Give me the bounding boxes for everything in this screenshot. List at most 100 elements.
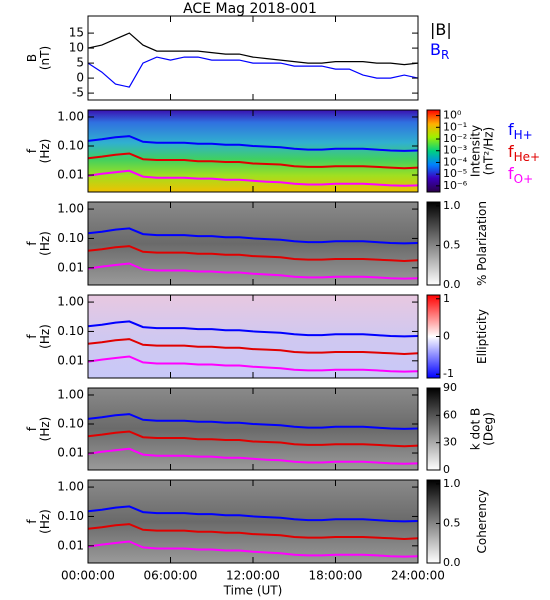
y-axis-label-line: f	[25, 426, 39, 431]
y-axis-label-line: f	[25, 148, 39, 153]
legend-entry: fHe+	[508, 142, 540, 164]
colorbar-tick-label: 10⁻²	[443, 132, 467, 145]
y-axis-label-line: B	[25, 54, 39, 62]
y-tick-label: 0.01	[57, 538, 84, 552]
colorbar	[426, 479, 441, 564]
y-tick-label: 1.00	[57, 109, 84, 123]
colorbar-tick-label: 10⁻⁶	[443, 179, 468, 192]
x-tick-label: 12:00:00	[226, 569, 280, 583]
legend-name: f	[508, 142, 514, 161]
legend-entry: BR	[430, 40, 449, 62]
y-axis-label-line: (Hz)	[38, 417, 52, 442]
y-tick-label: 1.00	[57, 480, 84, 494]
y-tick-label: 0.01	[57, 353, 84, 367]
y-tick-label: 0.01	[57, 260, 84, 274]
colorbar-tick-label: 10⁻⁴	[443, 155, 468, 168]
colorbar-tick-label: 1	[443, 292, 450, 305]
y-tick-label: 0.01	[57, 168, 84, 182]
series-line	[87, 447, 419, 465]
legend-subscript: He+	[514, 150, 540, 164]
y-axis-label-line: f	[25, 334, 39, 339]
legend-name: |B|	[430, 20, 452, 39]
y-axis-label-line: (nT)	[38, 46, 52, 70]
legend-name: f	[508, 164, 514, 183]
colorbar-label-line: Ellipticity	[475, 309, 489, 364]
colorbar-tick-label: 0.5	[443, 516, 461, 529]
y-axis-label: f(Hz)	[25, 139, 52, 164]
colorbar-tick-label: 10⁻¹	[443, 120, 467, 133]
y-axis-label: f(Hz)	[25, 509, 52, 534]
y-tick-label: 0.10	[57, 231, 84, 245]
colorbar-label-line: Coherency	[475, 489, 489, 553]
colorbar-tick-label: 0	[443, 463, 450, 476]
colorbar-tick-label: 30	[443, 436, 457, 449]
colorbar-tick-label: 10⁰	[443, 109, 462, 122]
y-tick-label: 15	[69, 26, 84, 40]
colorbar-label-line: (Deg)	[481, 412, 495, 446]
colorbar-label-line: Intensity	[468, 125, 482, 177]
colorbar-tick-label: -1	[443, 367, 454, 380]
legend-name: f	[508, 120, 514, 139]
colorbar-tick-label: 90	[443, 381, 457, 394]
colorbar-label: % Polarization	[475, 201, 489, 286]
colorbar-label: k dot B(Deg)	[468, 408, 495, 450]
series-line	[87, 32, 419, 66]
series-line	[87, 152, 419, 170]
series-line	[87, 262, 419, 280]
x-tick-label: 24:00:00	[391, 569, 445, 583]
y-tick-label: -5	[72, 86, 84, 100]
series-line	[87, 540, 419, 558]
colorbar-label-line: % Polarization	[475, 201, 489, 286]
colorbar-tick-label: 0.5	[443, 238, 461, 251]
x-tick-label: 18:00:00	[309, 569, 363, 583]
colorbar-label-line: k dot B	[468, 408, 482, 450]
y-axis-label-line: (Hz)	[38, 139, 52, 164]
legend-entry: fH+	[508, 120, 533, 142]
series-line	[87, 245, 419, 263]
series-line	[87, 135, 419, 152]
series-line	[87, 320, 419, 338]
series-line	[87, 413, 419, 430]
colorbar-tick-label: 0.0	[443, 278, 461, 291]
y-tick-label: 5	[76, 56, 84, 70]
series-line	[87, 430, 419, 448]
y-axis-label: f(Hz)	[25, 324, 52, 349]
y-tick-label: 1.00	[57, 295, 84, 309]
colorbar-tick-label: 0	[443, 330, 450, 343]
y-tick-label: 0.10	[57, 139, 84, 153]
series-line	[87, 56, 419, 88]
legend-subscript: R	[441, 48, 449, 62]
spectrogram-background	[88, 110, 418, 192]
colorbar-tick-label: 10⁻³	[443, 144, 467, 157]
colorbar-label: Intensity(nT²/Hz)	[468, 125, 495, 177]
y-axis-label-line: (Hz)	[38, 324, 52, 349]
y-axis-label-line: (Hz)	[38, 509, 52, 534]
y-tick-label: 10	[69, 41, 84, 55]
chart-title: ACE Mag 2018-001	[183, 1, 317, 17]
y-tick-label: 1.00	[57, 387, 84, 401]
y-tick-label: 0.01	[57, 446, 84, 460]
series-line	[87, 505, 419, 523]
colorbar	[426, 201, 441, 286]
colorbar-tick-label: 10⁻⁵	[443, 167, 467, 180]
series-line	[87, 169, 419, 187]
spectrogram-background	[88, 202, 418, 285]
spectrogram-background	[88, 388, 418, 470]
x-tick-label: 06:00:00	[144, 569, 198, 583]
spectrogram-background	[88, 480, 418, 563]
y-axis-label-line: (Hz)	[38, 231, 52, 256]
legend-subscript: H+	[514, 128, 533, 142]
colorbar-tick-label: 1.0	[443, 477, 461, 490]
series-line	[87, 338, 419, 356]
legend-name: B	[430, 40, 441, 59]
colorbar-tick-label: 1.0	[443, 199, 461, 212]
plot-frame	[87, 15, 419, 101]
y-tick-label: 0.10	[57, 324, 84, 338]
legend-entry: |B|	[430, 20, 452, 39]
series-line	[87, 523, 419, 541]
y-axis-label-line: f	[25, 241, 39, 246]
colorbar-label: Coherency	[475, 489, 489, 553]
colorbar-tick-label: 0.0	[443, 556, 461, 569]
spectrogram-background	[88, 295, 418, 378]
